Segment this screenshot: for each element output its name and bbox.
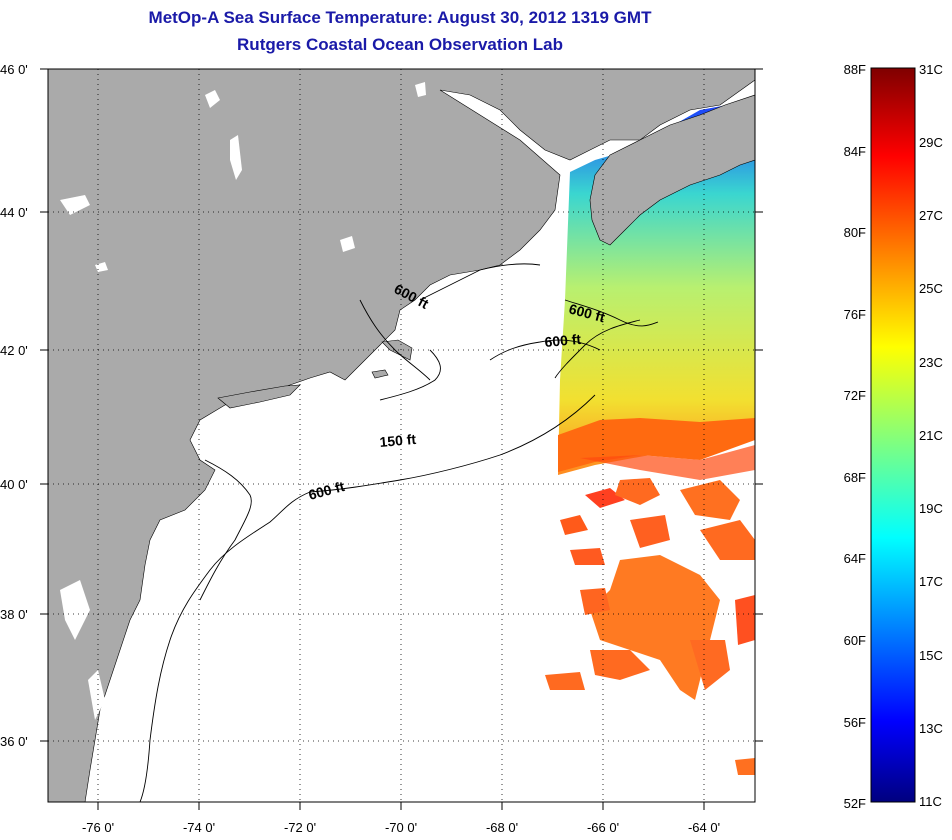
colorbar-c-label: 15C <box>919 648 943 663</box>
colorbar-f-label: 56F <box>844 715 866 730</box>
colorbar-c-label: 27C <box>919 208 943 223</box>
colorbar-gradient <box>870 67 916 803</box>
colorbar-c-label: 17C <box>919 574 943 589</box>
lon-label: -76 0' <box>82 820 114 835</box>
colorbar-f-label: 68F <box>844 470 866 485</box>
lat-label: 46 0' <box>0 62 28 77</box>
contour-label: 600 ft <box>544 331 582 350</box>
contour-label: 150 ft <box>379 431 417 450</box>
lon-label: -66 0' <box>587 820 619 835</box>
land <box>48 69 755 802</box>
graticule <box>48 69 755 802</box>
lat-label: 36 0' <box>0 734 28 749</box>
latitude-labels: 46 0' 44 0' 42 0' 40 0' 38 0' 36 0' <box>0 62 28 749</box>
lat-label: 40 0' <box>0 477 28 492</box>
bathymetry-contours <box>139 263 659 802</box>
colorbar: 88F 84F 80F 76F 72F 68F 64F 60F 56F 52F … <box>844 62 943 811</box>
lon-label: -70 0' <box>385 820 417 835</box>
colorbar-c-label: 21C <box>919 428 943 443</box>
colorbar-c-label: 11C <box>919 794 942 809</box>
colorbar-f-label: 88F <box>844 62 866 77</box>
colorbar-c-label: 23C <box>919 355 943 370</box>
colorbar-f-label: 80F <box>844 225 866 240</box>
colorbar-c-label: 29C <box>919 135 943 150</box>
lat-label: 42 0' <box>0 343 28 358</box>
map-title: MetOp-A Sea Surface Temperature: August … <box>148 8 652 27</box>
lat-label: 44 0' <box>0 205 28 220</box>
colorbar-f-label: 84F <box>844 144 866 159</box>
colorbar-c-label: 31C <box>919 62 943 77</box>
colorbar-f-label: 76F <box>844 307 866 322</box>
lon-label: -64 0' <box>688 820 720 835</box>
colorbar-c-label: 13C <box>919 721 943 736</box>
longitude-labels: -76 0' -74 0' -72 0' -70 0' -68 0' -66 0… <box>82 820 720 835</box>
colorbar-f-label: 64F <box>844 551 866 566</box>
colorbar-f-label: 72F <box>844 388 866 403</box>
lat-label: 38 0' <box>0 607 28 622</box>
colorbar-f-label: 60F <box>844 633 866 648</box>
axis-ticks <box>40 68 763 810</box>
map-subtitle: Rutgers Coastal Ocean Observation Lab <box>237 35 563 54</box>
colorbar-c-label: 19C <box>919 501 943 516</box>
lon-label: -74 0' <box>183 820 215 835</box>
lakes <box>60 82 426 720</box>
colorbar-c-label: 25C <box>919 281 943 296</box>
lon-label: -72 0' <box>284 820 316 835</box>
map-area: 600 ft 600 ft 600 ft 150 ft 600 ft <box>48 69 755 802</box>
colorbar-f-label: 52F <box>844 796 866 811</box>
lon-label: -68 0' <box>486 820 518 835</box>
